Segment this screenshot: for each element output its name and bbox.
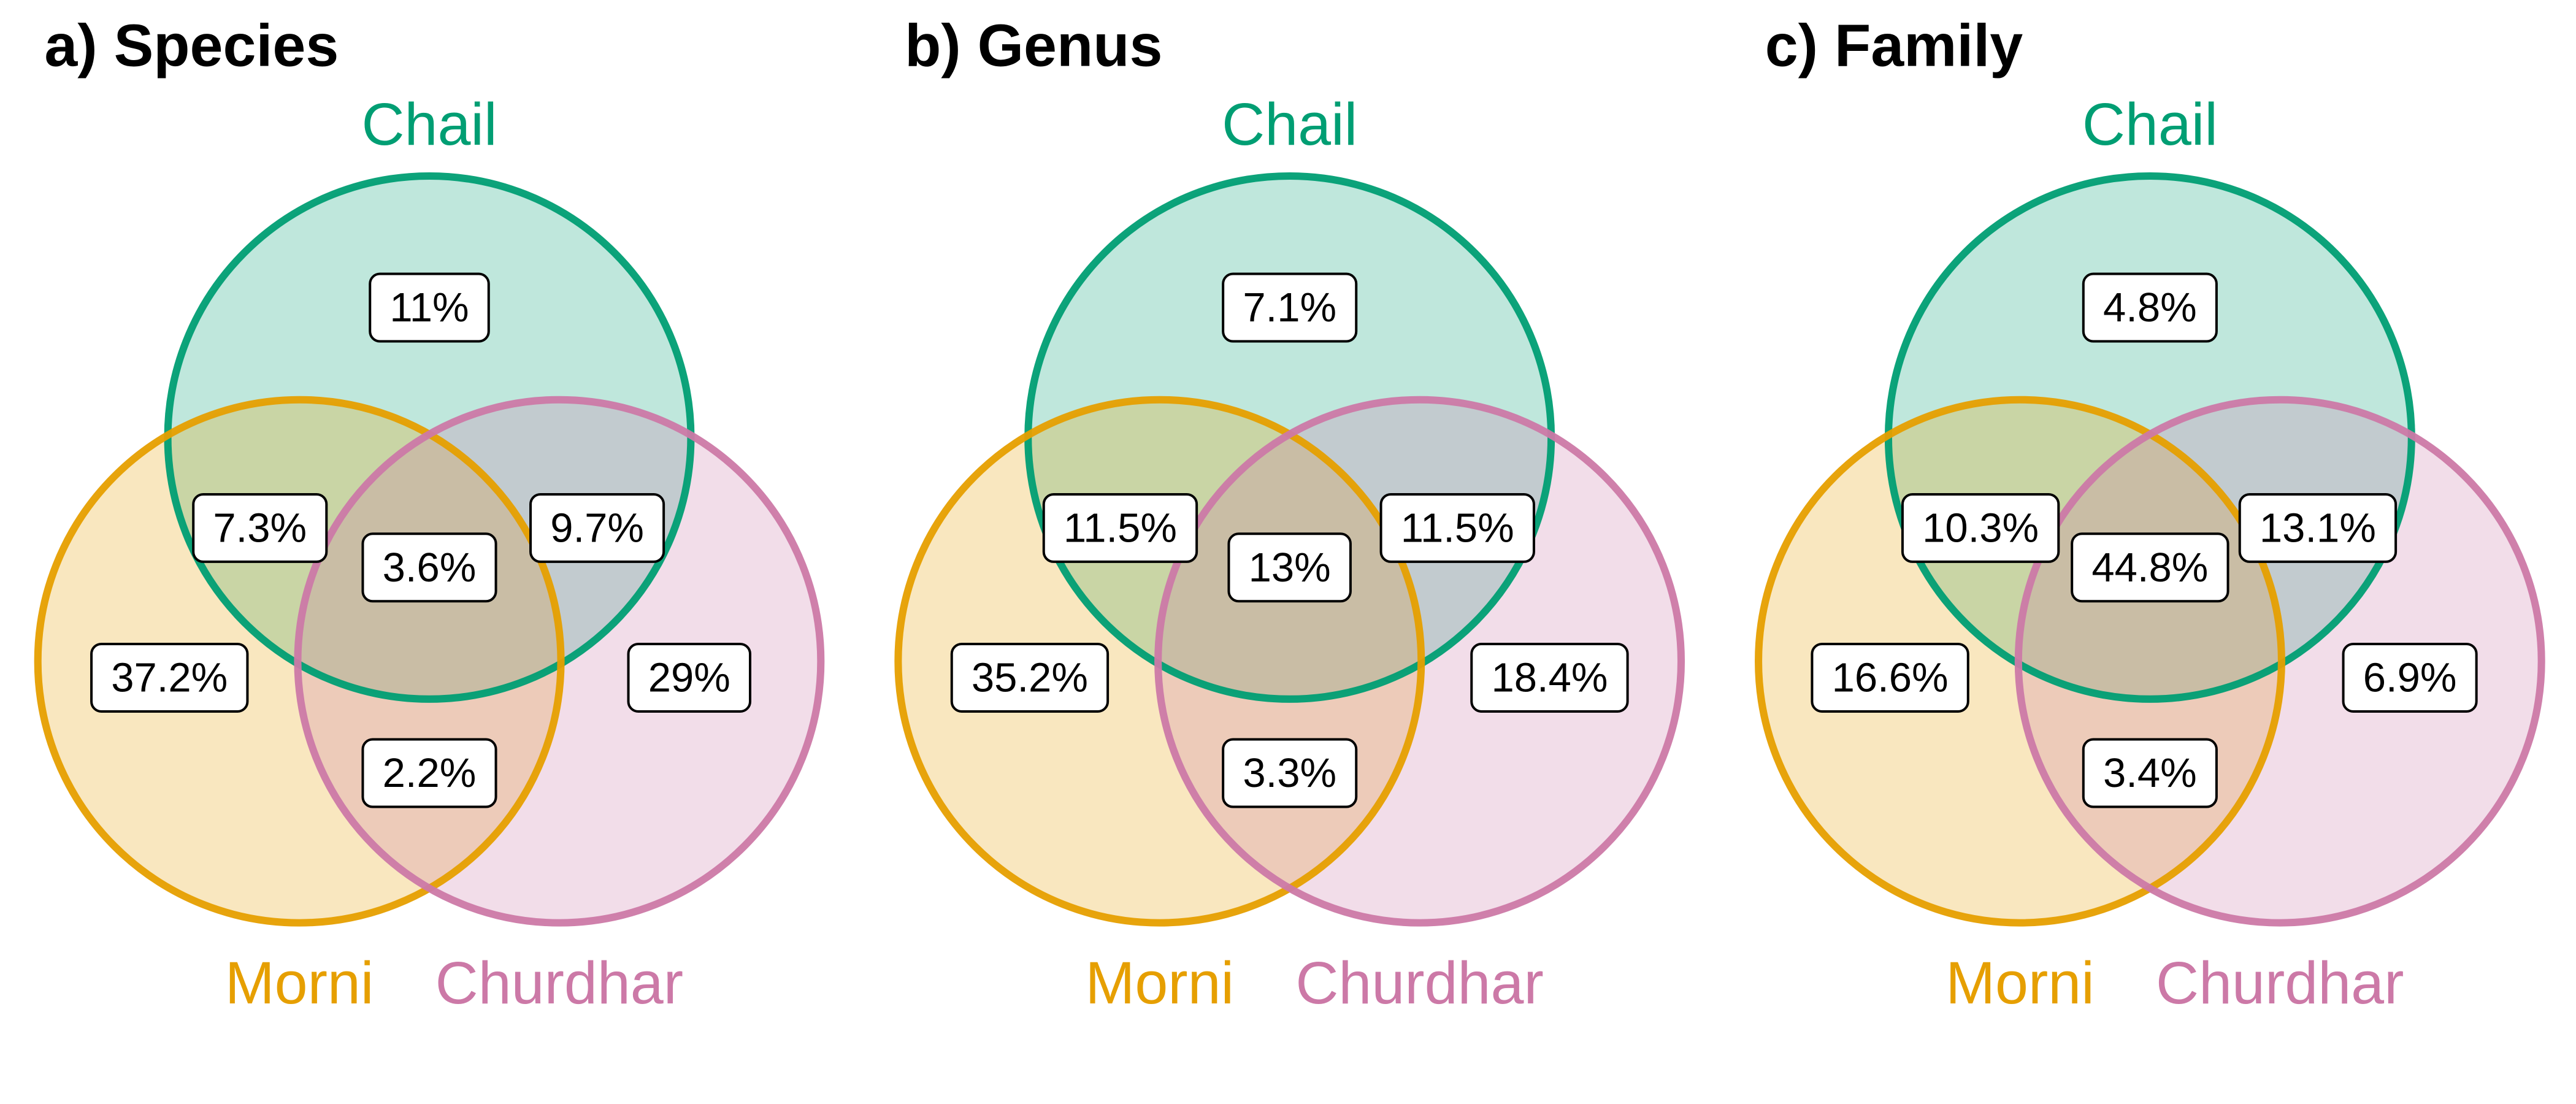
region-label-chail-morni: 10.3% — [1901, 493, 2060, 563]
region-label-box — [369, 272, 490, 343]
region-value: 3.4% — [2103, 750, 2197, 796]
region-label-box — [1222, 272, 1358, 343]
region-value: 11.5% — [1064, 505, 1177, 551]
region-value: 18.4% — [1491, 654, 1608, 700]
churdhar-set-label: Churdhar — [2156, 949, 2404, 1016]
region-label-morni-only: 35.2% — [950, 643, 1110, 713]
region-label-box — [950, 643, 1110, 713]
region-label-morni-only: 16.6% — [1811, 643, 1969, 713]
region-value: 35.2% — [972, 654, 1088, 700]
chail-set-label: Chail — [1222, 91, 1357, 158]
region-label-all-three: 13% — [1227, 532, 1352, 603]
region-label-chail-churdhar: 13.1% — [2238, 493, 2398, 563]
region-label-box — [1379, 493, 1535, 563]
region-label-box — [1470, 643, 1629, 713]
morni-set-label: Morni — [1945, 949, 2095, 1016]
morni-circle — [34, 396, 565, 927]
region-label-box — [2342, 643, 2478, 713]
churdhar-set-label: Churdhar — [1295, 949, 1543, 1016]
region-value: 2.2% — [383, 750, 477, 796]
chail-set-label: Chail — [2082, 91, 2218, 158]
region-label-churdhar-only: 6.9% — [2342, 643, 2478, 713]
region-label-box — [1042, 493, 1198, 563]
region-value: 13.1% — [2260, 505, 2376, 551]
region-label-box — [2082, 272, 2218, 343]
region-value: 29% — [648, 654, 730, 700]
region-label-box — [2082, 738, 2218, 808]
region-label-chail-morni: 7.3% — [192, 493, 328, 563]
region-label-chail-only: 4.8% — [2082, 272, 2218, 343]
region-label-box — [1811, 643, 1969, 713]
region-value: 44.8% — [2091, 545, 2208, 591]
region-label-chail-only: 7.1% — [1222, 272, 1358, 343]
panel-title: a) Species — [44, 12, 339, 79]
region-label-box — [529, 493, 665, 563]
panel-title: c) Family — [1765, 12, 2023, 79]
region-label-chail-churdhar: 9.7% — [529, 493, 665, 563]
churdhar-circle — [1154, 396, 1685, 927]
region-label-chail-only: 11% — [369, 272, 490, 343]
region-value: 9.7% — [550, 505, 644, 551]
venn-panel-1: a) Species Chail Morni Churdhar 11% 7.3% 9.7% 3… — [34, 12, 825, 1016]
morni-set-label: Morni — [225, 949, 374, 1016]
region-label-chail-churdhar: 11.5% — [1379, 493, 1535, 563]
region-label-box — [361, 738, 497, 808]
region-label-all-three: 44.8% — [2071, 532, 2229, 603]
region-value: 6.9% — [2363, 654, 2457, 700]
region-label-morni-churdhar: 2.2% — [361, 738, 497, 808]
churdhar-circle — [2014, 396, 2545, 927]
region-value: 7.3% — [213, 505, 307, 551]
region-value: 7.1% — [1243, 285, 1336, 331]
morni-circle — [894, 396, 1425, 927]
region-label-chail-morni: 11.5% — [1042, 493, 1198, 563]
morni-circle — [1755, 396, 2285, 927]
region-label-churdhar-only: 18.4% — [1470, 643, 1629, 713]
region-label-box — [627, 643, 751, 713]
region-label-box — [361, 532, 497, 603]
churdhar-set-label: Churdhar — [435, 949, 683, 1016]
region-value: 37.2% — [111, 654, 228, 700]
region-label-morni-churdhar: 3.4% — [2082, 738, 2218, 808]
panel-title: b) Genus — [905, 12, 1162, 79]
region-value: 11% — [389, 285, 469, 331]
region-value: 11.5% — [1401, 505, 1514, 551]
venn-panel-3: c) Family Chail Morni Churdhar 4.8% 10.3% 13.1… — [1755, 12, 2545, 1016]
region-label-box — [192, 493, 328, 563]
region-value: 3.3% — [1243, 750, 1336, 796]
chail-set-label: Chail — [361, 91, 497, 158]
region-label-morni-churdhar: 3.3% — [1222, 738, 1358, 808]
morni-set-label: Morni — [1086, 949, 1235, 1016]
region-label-all-three: 3.6% — [361, 532, 497, 603]
venn-panel-2: b) Genus Chail Morni Churdhar 7.1% 11.5% 11.5%… — [894, 12, 1685, 1016]
region-label-box — [1222, 738, 1358, 808]
region-value: 13% — [1249, 545, 1331, 591]
region-label-churdhar-only: 29% — [627, 643, 751, 713]
region-label-morni-only: 37.2% — [90, 643, 249, 713]
region-value: 16.6% — [1832, 654, 1949, 700]
region-value: 10.3% — [1922, 505, 2039, 551]
region-label-box — [2238, 493, 2398, 563]
churdhar-circle — [294, 396, 825, 927]
region-label-box — [1227, 532, 1352, 603]
region-value: 3.6% — [383, 545, 477, 591]
region-label-box — [1901, 493, 2060, 563]
region-value: 4.8% — [2103, 285, 2197, 331]
region-label-box — [2071, 532, 2229, 603]
region-label-box — [90, 643, 249, 713]
